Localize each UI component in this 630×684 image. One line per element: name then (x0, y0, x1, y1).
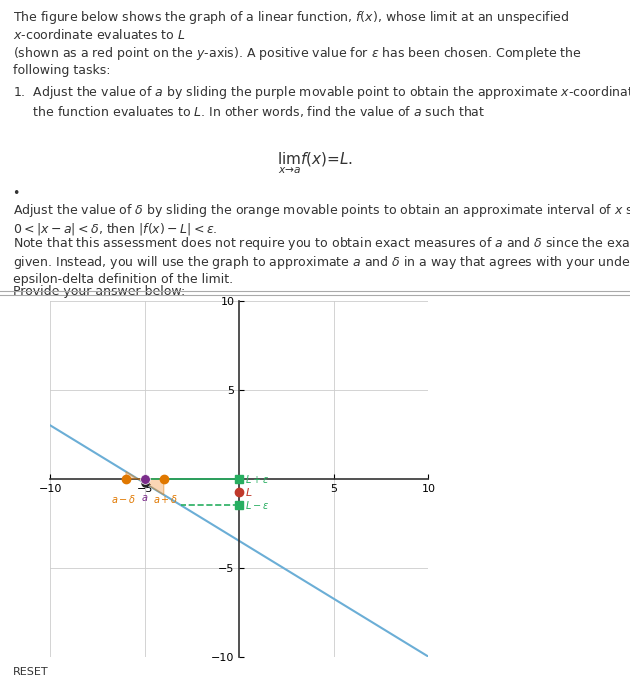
Text: $a+\delta$: $a+\delta$ (153, 493, 178, 505)
Text: Note that this assessment does not require you to obtain exact measures of $a$ a: Note that this assessment does not requi… (13, 235, 630, 286)
Text: $\lim_{x \to a} f(x) = L.$: $\lim_{x \to a} f(x) = L.$ (277, 150, 353, 176)
Polygon shape (126, 472, 164, 495)
Text: $L$: $L$ (245, 486, 253, 498)
Text: •: • (13, 187, 20, 200)
Text: $L+\varepsilon$: $L+\varepsilon$ (245, 473, 270, 485)
Text: Adjust the value of $\delta$ by sliding the orange movable points to obtain an a: Adjust the value of $\delta$ by sliding … (13, 202, 630, 237)
Text: $L-\varepsilon$: $L-\varepsilon$ (245, 499, 270, 512)
Text: 1.  Adjust the value of $a$ by sliding the purple movable point to obtain the ap: 1. Adjust the value of $a$ by sliding th… (13, 84, 630, 118)
Text: Provide your answer below:: Provide your answer below: (13, 285, 185, 298)
Text: RESET: RESET (13, 667, 49, 677)
Text: The figure below shows the graph of a linear function, $f(x)$, whose limit at an: The figure below shows the graph of a li… (13, 9, 581, 77)
Text: $a-\delta$: $a-\delta$ (112, 493, 137, 505)
Text: $a$: $a$ (141, 493, 149, 503)
